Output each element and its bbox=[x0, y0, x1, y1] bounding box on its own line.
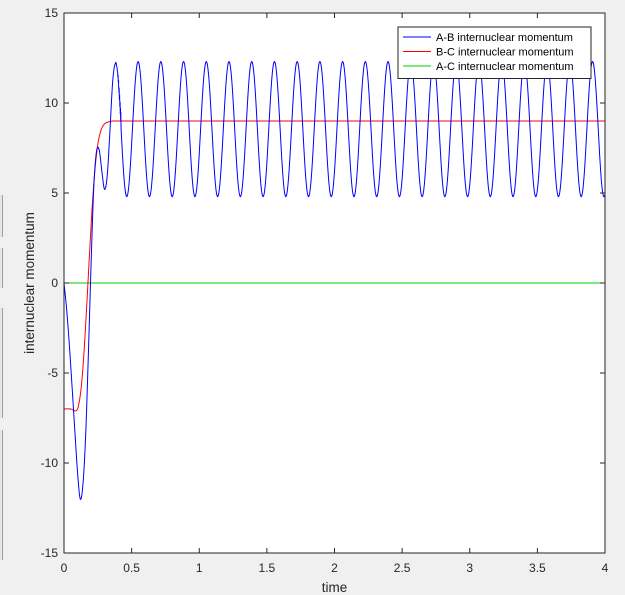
legend-entry-label: B-C internuclear momentum bbox=[436, 47, 574, 59]
side-panel-widget bbox=[0, 195, 3, 237]
y-tick-label: 5 bbox=[51, 186, 58, 200]
y-tick-label: 0 bbox=[51, 276, 58, 290]
x-tick-label: 0 bbox=[61, 561, 68, 575]
series-layer bbox=[63, 60, 606, 501]
x-tick-label: 3.5 bbox=[529, 561, 546, 575]
series-line-1 bbox=[63, 60, 606, 501]
y-tick-label: -15 bbox=[41, 546, 59, 560]
legend[interactable]: A-B internuclear momentum B-C internuclea… bbox=[397, 26, 592, 79]
legend-box bbox=[397, 26, 592, 79]
x-axis-label: time bbox=[322, 580, 348, 595]
y-tick-label: -10 bbox=[41, 456, 59, 470]
y-tick-label: -5 bbox=[47, 366, 58, 380]
legend-entry-label: A-B internuclear momentum bbox=[436, 32, 573, 44]
x-tick-label: 3 bbox=[466, 561, 473, 575]
ticks-layer: 0 0.5 1 1.5 2 2.5 3 3.5 4 -15 -10 -5 0 5 10 15 bbox=[41, 6, 609, 575]
x-tick-label: 0.5 bbox=[123, 561, 140, 575]
side-panel-widget bbox=[0, 430, 3, 560]
y-tick-label: 15 bbox=[45, 6, 59, 20]
y-axis-label: internuclear momentum bbox=[22, 212, 37, 354]
side-panel-widget bbox=[0, 308, 3, 418]
legend-entry-label: A-C internuclear momentum bbox=[436, 61, 574, 73]
x-tick-label: 4 bbox=[602, 561, 609, 575]
series-line-2 bbox=[63, 120, 605, 412]
x-tick-label: 1.5 bbox=[259, 561, 276, 575]
side-panel-widget bbox=[0, 248, 3, 288]
legend-items: A-B internuclear momentum B-C internuclea… bbox=[403, 32, 574, 73]
x-tick-label: 2 bbox=[331, 561, 338, 575]
x-tick-label: 1 bbox=[196, 561, 203, 575]
x-tick-label: 2.5 bbox=[394, 561, 411, 575]
y-tick-label: 10 bbox=[45, 96, 59, 110]
